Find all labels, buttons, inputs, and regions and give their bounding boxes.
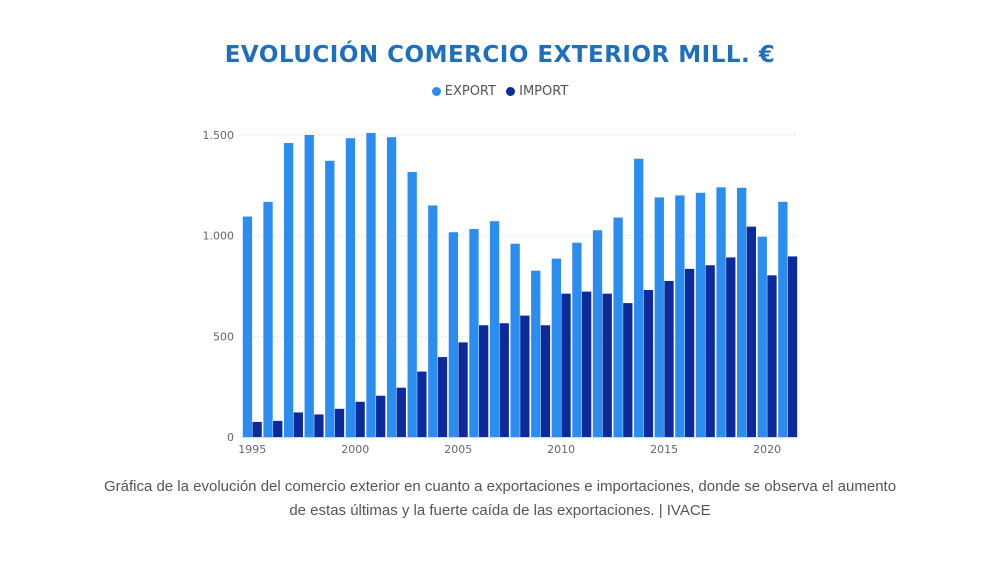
bar-import-2016[interactable]: IMPORT 2016: 835 bbox=[684, 268, 695, 437]
bar-import-2006[interactable]: IMPORT 2006: 555 bbox=[479, 325, 489, 437]
bar-import-2009[interactable]: IMPORT 2009: 555 bbox=[540, 325, 551, 437]
bar-export-2021[interactable]: EXPORT 2021: 1168 bbox=[778, 201, 788, 437]
bar-import-1999[interactable]: IMPORT 1999: 140 bbox=[334, 408, 345, 437]
bar-export-2004[interactable]: EXPORT 2004: 1150 bbox=[428, 205, 438, 437]
bar-import-2011[interactable]: IMPORT 2011: 722 bbox=[581, 291, 592, 437]
x-tick-label: 2015 bbox=[650, 443, 678, 456]
bar-export-2002[interactable]: EXPORT 2002: 1489 bbox=[386, 137, 397, 437]
bar-import-2013[interactable]: IMPORT 2013: 665 bbox=[623, 303, 633, 437]
bar-export-2017[interactable]: EXPORT 2017: 1213 bbox=[695, 192, 706, 437]
x-tick-label: 2010 bbox=[547, 443, 575, 456]
y-tick-label: 1.500 bbox=[203, 129, 235, 142]
bar-import-2017[interactable]: IMPORT 2017: 853 bbox=[705, 265, 715, 437]
x-tick-label: 1995 bbox=[238, 443, 266, 456]
bar-export-2005[interactable]: EXPORT 2005: 1017 bbox=[448, 232, 459, 437]
bar-export-2013[interactable]: EXPORT 2013: 1090 bbox=[613, 217, 623, 437]
x-tick-label: 2000 bbox=[341, 443, 369, 456]
bar-import-2019[interactable]: IMPORT 2019: 1045 bbox=[746, 226, 757, 437]
chart-title: EVOLUCIÓN COMERCIO EXTERIOR MILL. € bbox=[224, 42, 776, 68]
bar-import-2015[interactable]: IMPORT 2015: 775 bbox=[664, 280, 674, 437]
bar-export-2008[interactable]: EXPORT 2008: 960 bbox=[510, 243, 520, 437]
bar-export-2003[interactable]: EXPORT 2003: 1316 bbox=[407, 172, 417, 437]
x-tick-label: 2005 bbox=[444, 443, 472, 456]
y-tick-label: 1.000 bbox=[203, 230, 235, 243]
legend-export-marker-icon bbox=[431, 87, 441, 96]
bar-export-1997[interactable]: EXPORT 1997: 1460 bbox=[283, 143, 294, 437]
bar-export-2016[interactable]: EXPORT 2016: 1200 bbox=[675, 195, 685, 437]
bar-export-2010[interactable]: EXPORT 2010: 886 bbox=[551, 258, 561, 437]
bar-import-2021[interactable]: IMPORT 2021: 897 bbox=[787, 256, 798, 437]
legend-item-export[interactable]: EXPORT bbox=[431, 84, 496, 99]
bar-export-2001[interactable]: EXPORT 2001: 1510 bbox=[366, 132, 376, 437]
bar-import-2007[interactable]: IMPORT 2007: 565 bbox=[499, 323, 509, 437]
bar-export-2012[interactable]: EXPORT 2012: 1027 bbox=[592, 230, 603, 437]
chart-caption: Gráfica de la evolución del comercio ext… bbox=[103, 478, 897, 519]
bar-export-2019[interactable]: EXPORT 2019: 1238 bbox=[737, 187, 747, 437]
legend-import-label: IMPORT bbox=[519, 84, 569, 99]
bar-import-2012[interactable]: IMPORT 2012: 712 bbox=[602, 293, 612, 437]
bar-import-2004[interactable]: IMPORT 2004: 397 bbox=[437, 357, 448, 437]
bar-import-2003[interactable]: IMPORT 2003: 325 bbox=[417, 371, 427, 437]
bar-export-2018[interactable]: EXPORT 2018: 1240 bbox=[716, 187, 726, 437]
bar-import-2001[interactable]: IMPORT 2001: 205 bbox=[376, 395, 386, 437]
bar-export-2000[interactable]: EXPORT 2000: 1484 bbox=[345, 138, 356, 438]
bar-export-2009[interactable]: EXPORT 2009: 826 bbox=[531, 270, 541, 437]
legend-import-marker-icon bbox=[506, 87, 516, 96]
bar-export-1996[interactable]: EXPORT 1996: 1168 bbox=[263, 201, 273, 437]
bar-export-1999[interactable]: EXPORT 1999: 1372 bbox=[325, 160, 335, 437]
legend-item-import[interactable]: IMPORT bbox=[506, 84, 568, 99]
y-tick-label: 500 bbox=[213, 330, 234, 343]
chart-legend: EXPORT IMPORT bbox=[0, 84, 1000, 100]
legend-export-label: EXPORT bbox=[444, 84, 496, 99]
bar-export-2020[interactable]: EXPORT 2020: 995 bbox=[757, 236, 767, 437]
x-tick-label: 2020 bbox=[753, 443, 781, 456]
bar-export-1995[interactable]: EXPORT 1995: 1095 bbox=[242, 216, 253, 437]
bar-export-1998[interactable]: EXPORT 1998: 1500 bbox=[304, 135, 314, 437]
bar-export-2014[interactable]: EXPORT 2014: 1382 bbox=[634, 158, 644, 438]
bar-import-2000[interactable]: IMPORT 2000: 175 bbox=[355, 401, 365, 437]
bar-import-2008[interactable]: IMPORT 2008: 603 bbox=[520, 315, 530, 437]
bar-import-2010[interactable]: IMPORT 2010: 712 bbox=[561, 293, 571, 437]
bar-import-1997[interactable]: IMPORT 1997: 122 bbox=[293, 412, 303, 437]
bar-import-1998[interactable]: IMPORT 1998: 112 bbox=[314, 414, 324, 437]
bar-import-2002[interactable]: IMPORT 2002: 245 bbox=[396, 387, 406, 437]
y-tick-label: 0 bbox=[227, 431, 234, 444]
bar-export-2007[interactable]: EXPORT 2007: 1072 bbox=[489, 221, 500, 437]
bar-import-2014[interactable]: IMPORT 2014: 730 bbox=[643, 290, 654, 437]
bar-export-2006[interactable]: EXPORT 2006: 1033 bbox=[469, 229, 479, 437]
bar-export-2015[interactable]: EXPORT 2015: 1190 bbox=[654, 197, 664, 437]
bar-import-2005[interactable]: IMPORT 2005: 470 bbox=[458, 342, 468, 437]
bar-import-2020[interactable]: IMPORT 2020: 803 bbox=[767, 275, 777, 437]
bar-import-1995[interactable]: IMPORT 1995: 75 bbox=[252, 421, 262, 437]
bar-export-2011[interactable]: EXPORT 2011: 965 bbox=[572, 242, 582, 437]
bar-import-2018[interactable]: IMPORT 2018: 892 bbox=[726, 257, 736, 437]
bar-import-1996[interactable]: IMPORT 1996: 80 bbox=[273, 420, 283, 437]
